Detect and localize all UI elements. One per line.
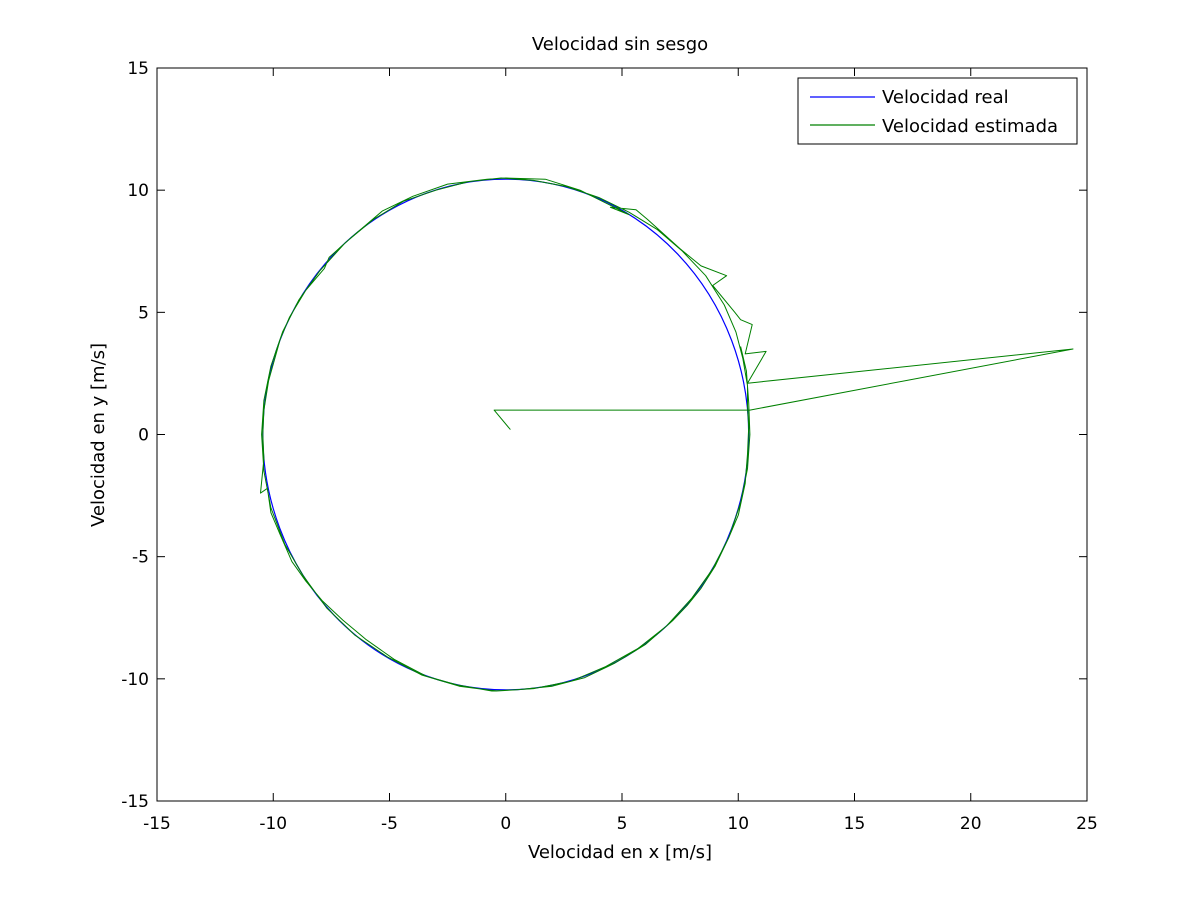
axes-box bbox=[156, 67, 1088, 802]
x-tick-label: 25 bbox=[1076, 814, 1098, 834]
y-tick-label: 15 bbox=[127, 59, 149, 79]
y-axis-ticks: -15 -10 -5 0 5 10 15 bbox=[121, 59, 1087, 812]
y-axis-label: Velocidad en y [m/s] bbox=[88, 343, 109, 527]
x-tick-label: 20 bbox=[960, 814, 982, 834]
series-line-velocidad-estimada bbox=[260, 177, 1074, 692]
x-tick-label: 0 bbox=[500, 814, 511, 834]
x-tick-label: 15 bbox=[844, 814, 866, 834]
chart-title: Velocidad sin sesgo bbox=[532, 34, 708, 55]
series-layer bbox=[260, 177, 1074, 692]
x-axis-ticks: -15 -10 -5 0 5 10 15 20 25 bbox=[143, 68, 1098, 834]
legend: Velocidad real Velocidad estimada bbox=[797, 77, 1078, 145]
legend-label-real: Velocidad real bbox=[882, 87, 1009, 108]
y-tick-label: -10 bbox=[121, 670, 149, 690]
x-tick-label: -15 bbox=[143, 814, 171, 834]
x-tick-label: 5 bbox=[617, 814, 628, 834]
y-tick-label: 0 bbox=[138, 426, 149, 446]
x-axis-label: Velocidad en x [m/s] bbox=[528, 842, 712, 863]
y-tick-label: -5 bbox=[132, 548, 149, 568]
legend-box bbox=[797, 77, 1078, 145]
x-tick-label: -5 bbox=[381, 814, 398, 834]
x-tick-label: 10 bbox=[727, 814, 749, 834]
legend-label-estimada: Velocidad estimada bbox=[882, 116, 1058, 137]
y-tick-label: 10 bbox=[127, 181, 149, 201]
plot-area: -15 -10 -5 0 5 10 15 20 25 -15 -10 -5 0 5 10 15 bbox=[121, 59, 1098, 834]
y-tick-label: 5 bbox=[138, 303, 149, 323]
y-tick-label: -15 bbox=[121, 792, 149, 812]
x-tick-label: -10 bbox=[259, 814, 287, 834]
